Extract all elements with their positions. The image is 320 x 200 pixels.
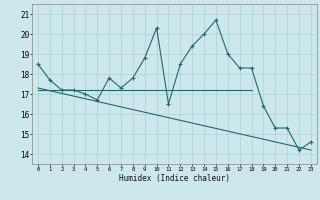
X-axis label: Humidex (Indice chaleur): Humidex (Indice chaleur) <box>119 174 230 183</box>
